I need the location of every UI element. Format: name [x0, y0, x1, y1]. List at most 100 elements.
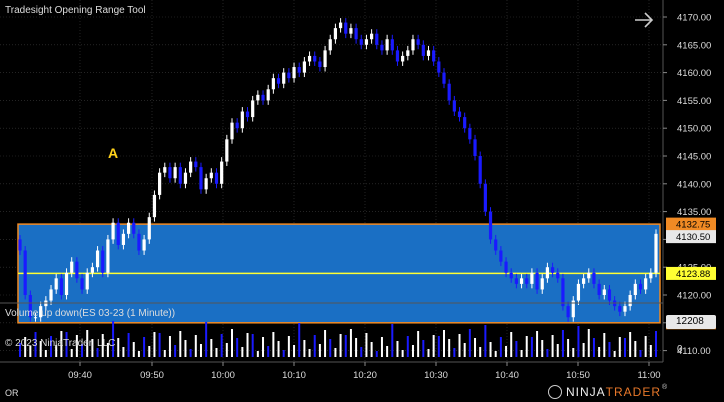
arrow-right-icon[interactable]	[632, 8, 656, 32]
volume-bar	[365, 333, 367, 357]
volume-bar	[448, 339, 450, 357]
candle-body	[199, 167, 202, 189]
candle-body	[401, 56, 404, 62]
volume-panel-title: Volume up down(ES 03-23 (1 Minute))	[5, 308, 175, 319]
candle-body	[210, 173, 213, 179]
candle-body	[582, 278, 585, 284]
candle-body	[639, 284, 642, 290]
candle-body	[236, 123, 239, 129]
candle-body	[644, 278, 647, 289]
volume-bar	[210, 339, 212, 357]
volume-bar	[608, 342, 610, 357]
volume-bar	[531, 337, 533, 357]
candle-body	[448, 84, 451, 101]
candle-body	[251, 100, 254, 117]
volume-bar	[205, 322, 207, 357]
candle-body	[370, 34, 373, 40]
candle-body	[334, 28, 337, 39]
volume-bar	[500, 337, 502, 357]
candle-body	[649, 273, 652, 279]
candle-body	[561, 278, 564, 306]
volume-bar	[515, 341, 517, 357]
volume-bar	[122, 347, 124, 357]
candle-body	[205, 178, 208, 189]
volume-bar	[314, 335, 316, 357]
volume-bar	[45, 350, 47, 357]
volume-bar	[443, 330, 445, 357]
candle-body	[127, 223, 130, 234]
candle-body	[577, 284, 580, 301]
volume-bar	[639, 350, 641, 357]
candle-body	[484, 184, 487, 212]
candle-body	[504, 262, 507, 273]
volume-bar	[241, 347, 243, 357]
volume-bar	[469, 329, 471, 357]
candle-body	[520, 278, 523, 284]
volume-bar	[536, 331, 538, 357]
candle-body	[654, 234, 657, 273]
candle-body	[153, 195, 156, 217]
candle-body	[530, 273, 533, 284]
price-tick-label: 4165.00	[677, 40, 711, 51]
volume-bar	[215, 348, 217, 357]
volume-bar	[324, 330, 326, 357]
price-badge-mid-label: 4123.88	[676, 269, 710, 280]
price-badge-high-label: 4132.75	[676, 220, 710, 231]
volume-bar	[159, 333, 161, 357]
volume-bar	[433, 335, 435, 357]
price-tick-label: 4120.00	[677, 291, 711, 302]
candle-body	[261, 95, 264, 101]
volume-bar	[614, 351, 616, 357]
candle-body	[282, 73, 285, 84]
candle-body	[101, 251, 104, 273]
candle-body	[49, 289, 52, 300]
candle-body	[194, 162, 197, 168]
volume-bar	[629, 332, 631, 357]
candle-body	[106, 239, 109, 272]
price-tick-label: 4140.00	[677, 179, 711, 190]
candle-body	[510, 273, 513, 279]
candle-body	[432, 50, 435, 61]
volume-bar	[557, 344, 559, 357]
candle-body	[494, 239, 497, 250]
candle-body	[122, 234, 125, 245]
time-tick-label: 10:50	[566, 370, 590, 381]
volume-bar	[650, 345, 652, 357]
candle-body	[241, 112, 244, 129]
candle-body	[189, 162, 192, 173]
volume-bar	[97, 348, 99, 357]
candle-body	[318, 61, 321, 67]
candle-body	[272, 78, 275, 89]
volume-bar	[619, 337, 621, 357]
volume-bar	[495, 351, 497, 357]
candle-body	[365, 39, 368, 45]
footer-left-label: OR	[5, 388, 19, 398]
candle-body	[70, 262, 73, 273]
candle-body	[551, 267, 554, 273]
volume-bar	[521, 350, 523, 357]
candle-body	[313, 56, 316, 62]
volume-bar	[474, 338, 476, 357]
volume-bar	[412, 345, 414, 357]
volume-bar	[541, 340, 543, 357]
candle-body	[215, 173, 218, 184]
candle-body	[148, 217, 151, 239]
volume-bar	[190, 349, 192, 357]
volume-bar	[577, 326, 579, 357]
candle-body	[629, 295, 632, 306]
volume-bar	[174, 345, 176, 357]
volume-bar	[655, 331, 657, 357]
ninjatrader-logo-icon	[548, 385, 562, 399]
candle-body	[329, 39, 332, 50]
price-tick-label: 4155.00	[677, 96, 711, 107]
volume-bar	[459, 334, 461, 357]
price-tick-label: 4170.00	[677, 13, 711, 24]
candle-body	[386, 39, 389, 50]
candle-body	[86, 273, 89, 290]
candle-body	[442, 73, 445, 84]
volume-bar	[464, 343, 466, 357]
candle-body	[349, 28, 352, 34]
candle-body	[541, 278, 544, 289]
volume-bar	[567, 339, 569, 357]
volume-bar	[272, 332, 274, 357]
